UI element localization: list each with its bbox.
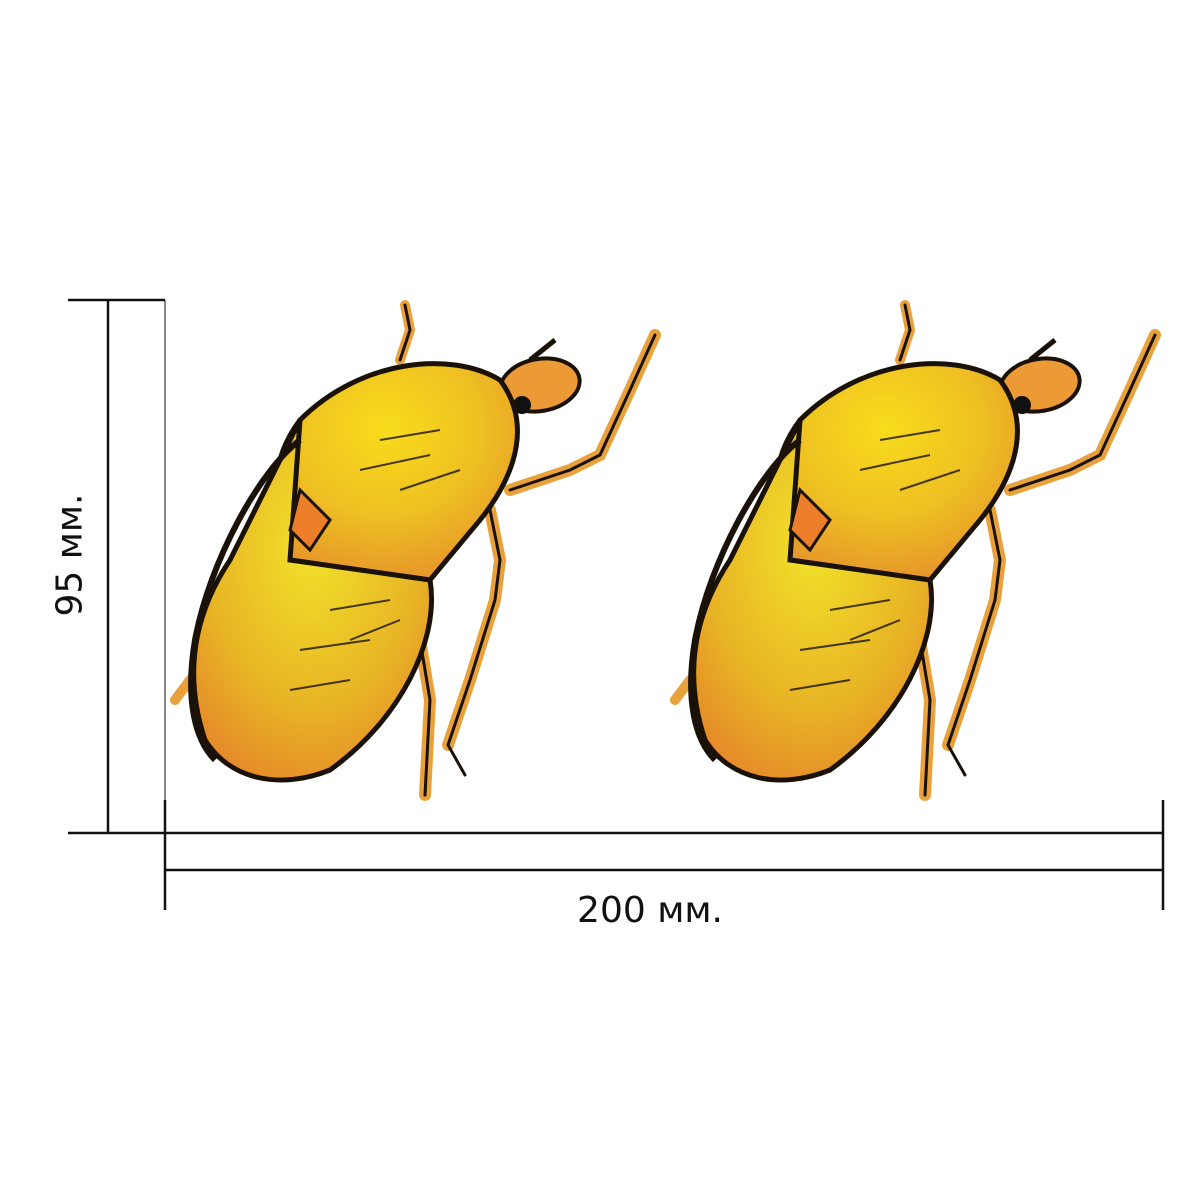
width-dimension-line [163,800,1165,910]
beetle-illustration-left [175,305,655,795]
height-dimension-label: 95 мм. [49,493,91,617]
beetle-illustration-right [675,305,1155,795]
width-dimension-label: 200 мм. [577,890,723,931]
height-dimension-line [68,298,166,835]
